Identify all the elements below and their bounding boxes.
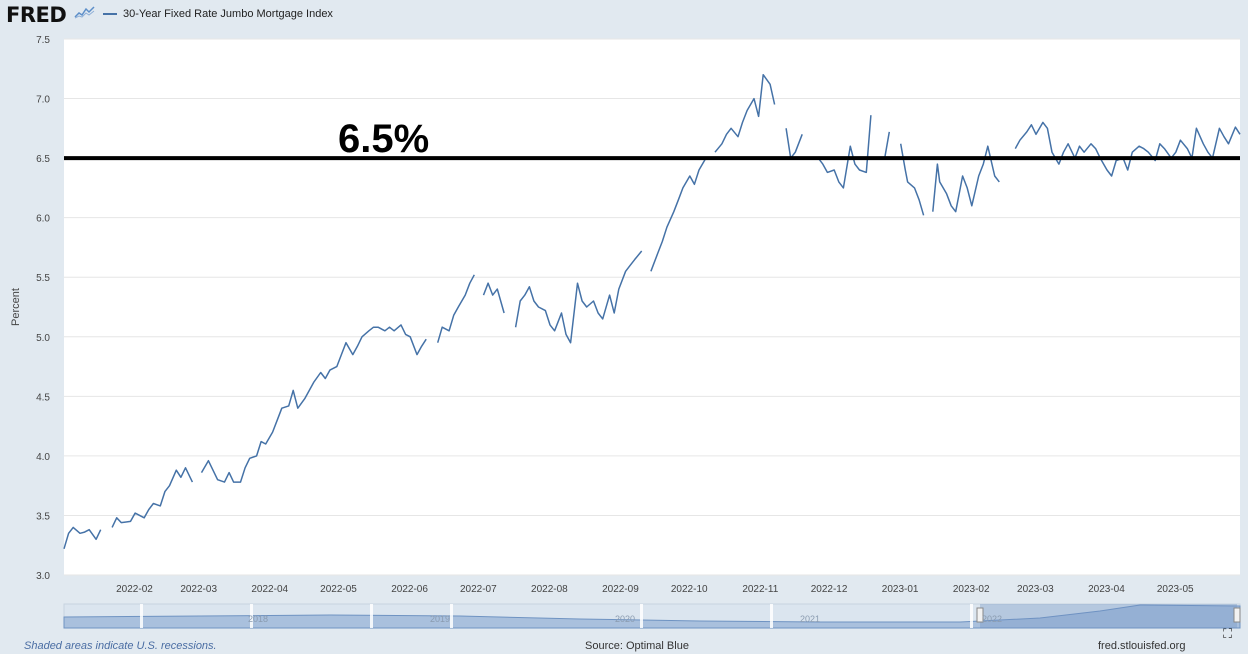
range-navigator[interactable]: 2018 2019 2020 2021 2022 <box>63 603 1241 629</box>
x-tick-label: 2022-02 <box>116 584 153 595</box>
series-line-segment <box>482 282 505 314</box>
x-tick-label: 2023-02 <box>953 584 990 595</box>
fred-logo[interactable]: FRED <box>6 3 67 27</box>
y-tick-label: 7.0 <box>36 95 50 106</box>
legend-label: 30-Year Fixed Rate Jumbo Mortgage Index <box>123 8 333 20</box>
series-line-segment <box>883 131 891 159</box>
navigator-year-label: 2019 <box>430 614 450 624</box>
fullscreen-icon[interactable]: ⛶ <box>1223 626 1233 641</box>
navigator-series-area <box>63 604 1241 629</box>
series-line-segment <box>63 526 102 550</box>
x-tick-label: 2022-09 <box>602 584 639 595</box>
legend[interactable]: 30-Year Fixed Rate Jumbo Mortgage Index <box>103 8 333 20</box>
series-line-segment <box>817 115 872 189</box>
fred-logo-graph-icon <box>74 5 96 19</box>
x-tick-label: 2022-12 <box>811 584 848 595</box>
annotation-label: 6.5% <box>338 117 429 161</box>
x-tick-label: 2023-05 <box>1157 584 1194 595</box>
y-tick-label: 4.0 <box>36 452 50 463</box>
reference-annotation: 6.5% <box>64 117 1240 161</box>
x-tick-label: 2022-04 <box>251 584 288 595</box>
grid-lines <box>64 38 1240 576</box>
series-line <box>63 73 1241 550</box>
x-tick-label: 2023-01 <box>882 584 919 595</box>
series-line-segment <box>200 324 427 483</box>
y-tick-label: 5.0 <box>36 333 50 344</box>
y-tick-label: 4.5 <box>36 392 50 403</box>
navigator-recession-gap <box>370 604 373 628</box>
x-tick-label: 2022-10 <box>671 584 708 595</box>
series-line-segment <box>1014 121 1241 177</box>
navigator-handle-right <box>1233 607 1241 623</box>
navigator-year-label: 2021 <box>800 614 820 624</box>
series-line-segment <box>899 143 925 216</box>
series-line-segment <box>932 145 1000 213</box>
navigator-handle-left <box>976 607 984 623</box>
x-axis-ticks: 2022-02 2022-03 2022-04 2022-05 2022-06 2022-… <box>116 584 1194 595</box>
y-tick-label: 3.0 <box>36 571 50 582</box>
y-tick-label: 6.5 <box>36 154 50 165</box>
x-tick-label: 2022-06 <box>391 584 428 595</box>
navigator-selection <box>980 604 1237 628</box>
site-link[interactable]: fred.stlouisfed.org <box>1098 640 1186 652</box>
y-tick-label: 7.5 <box>36 35 50 46</box>
chart-header: FRED 30-Year Fixed Rate Jumbo Mortgage I… <box>0 0 1248 30</box>
x-tick-label: 2022-07 <box>460 584 497 595</box>
series-line-segment <box>436 274 475 343</box>
y-axis-label: Percent <box>10 288 22 326</box>
x-tick-label: 2022-08 <box>531 584 568 595</box>
series-line-segment <box>785 128 803 159</box>
navigator-recession-gap <box>640 604 643 628</box>
x-tick-label: 2022-03 <box>180 584 217 595</box>
series-line-segment <box>650 157 707 272</box>
x-tick-label: 2023-04 <box>1088 584 1125 595</box>
navigator-recession-gap <box>970 604 973 628</box>
navigator-year-label: 2020 <box>615 614 635 624</box>
navigator-recession-gap <box>770 604 773 628</box>
navigator-recession-gap <box>250 604 253 628</box>
x-tick-label: 2022-11 <box>742 584 778 595</box>
recession-note: Shaded areas indicate U.S. recessions. <box>24 640 217 652</box>
navigator-recession-gap <box>450 604 453 628</box>
y-axis-ticks: 3.0 3.5 4.0 4.5 5.0 5.5 6.0 6.5 7.0 7.5 <box>36 35 50 582</box>
x-tick-label: 2022-05 <box>320 584 357 595</box>
y-tick-label: 6.0 <box>36 214 50 225</box>
navigator-recession-gap <box>140 604 143 628</box>
plot-area <box>64 39 1240 575</box>
x-tick-label: 2023-03 <box>1017 584 1054 595</box>
y-tick-label: 5.5 <box>36 273 50 284</box>
source-note: Source: Optimal Blue <box>585 640 689 652</box>
y-tick-label: 3.5 <box>36 511 50 522</box>
legend-swatch <box>103 13 117 15</box>
navigator-year-label: 2018 <box>248 614 268 624</box>
series-line-segment <box>514 250 643 344</box>
series-line-segment <box>714 73 776 153</box>
navigator-year-label: 2022 <box>982 614 1002 624</box>
series-line-segment <box>111 467 194 528</box>
